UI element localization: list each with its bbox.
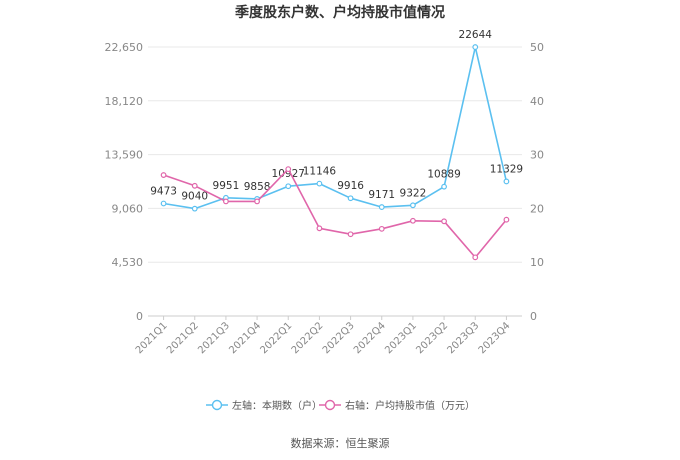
data-point [316,225,323,232]
data-label: 9322 [400,187,427,199]
data-point [223,198,229,205]
right-tick-label: 0 [530,310,537,323]
x-axis: 2021Q12021Q22021Q32021Q42022Q12022Q22022… [134,316,513,356]
x-tick-label: 2023Q3 [446,320,482,356]
left-tick-label: 0 [136,310,143,323]
legend-marker [324,399,336,411]
data-point [254,198,260,205]
right-tick-label: 20 [530,202,544,215]
data-point [441,218,447,225]
x-tick-label: 2022Q1 [259,320,295,356]
legend-marker [211,399,223,411]
x-tick-label: 2022Q4 [352,320,388,356]
data-point [285,183,292,190]
left-tick-label: 13,590 [105,149,144,162]
data-label: 9916 [337,180,364,192]
series-line-right [163,168,508,259]
data-label: 10889 [427,169,460,181]
right-tick-label: 30 [530,149,544,162]
left-tick-label: 22,650 [105,41,144,54]
data-label: 11146 [303,166,337,178]
x-tick-label: 2021Q1 [134,320,170,356]
chart-title: 季度股东户数、户均持股市值情况 [234,4,445,21]
data-point [410,217,416,224]
x-tick-label: 2021Q2 [165,320,201,356]
x-tick-label: 2021Q3 [196,320,232,356]
left-tick-label: 4,530 [112,256,144,269]
right-tick-label: 40 [530,95,544,108]
data-point [347,195,354,202]
data-label: 9171 [368,189,395,201]
data-point [160,172,167,178]
right-tick-label: 50 [530,41,544,54]
data-point [191,205,198,212]
x-tick-label: 2021Q4 [227,320,263,356]
data-point [285,166,292,173]
data-point [472,254,479,261]
x-tick-label: 2023Q2 [414,320,450,356]
right-tick-label: 10 [530,256,544,269]
data-label: 9473 [150,185,177,197]
x-tick-label: 2023Q1 [383,320,419,356]
left-tick-label: 18,120 [105,95,144,108]
x-tick-label: 2023Q4 [477,320,513,356]
data-label: 9951 [213,180,240,192]
grid-lines [148,46,522,317]
left-tick-label: 9,060 [112,202,144,215]
left-axis: 0 4,530 9,060 13,590 18,120 22,650 [105,41,144,323]
data-point [378,225,385,232]
data-point [160,200,167,207]
data-point [410,202,416,209]
legend-label: 左轴：本期数（户） [232,399,322,412]
x-tick-label: 2022Q2 [290,320,326,356]
data-point [472,44,479,50]
x-tick-label: 2022Q3 [321,320,357,356]
data-label: 22644 [459,29,493,41]
data-point [378,204,385,210]
right-axis: 0 10 20 30 40 50 [530,41,544,323]
data-point [503,216,510,223]
data-label: 9040 [181,191,208,203]
legend[interactable]: 左轴：本期数（户） 右轴：户均持股市值（万元） [206,399,475,412]
data-point [347,231,354,238]
data-label: 9858 [244,181,271,193]
data-source: 数据来源：恒生聚源 [291,436,390,450]
data-point [191,182,198,189]
data-point [441,183,447,190]
data-point [503,178,510,185]
legend-label: 右轴：户均持股市值（万元） [345,399,475,412]
data-label: 11329 [490,163,523,175]
data-point [316,180,323,187]
